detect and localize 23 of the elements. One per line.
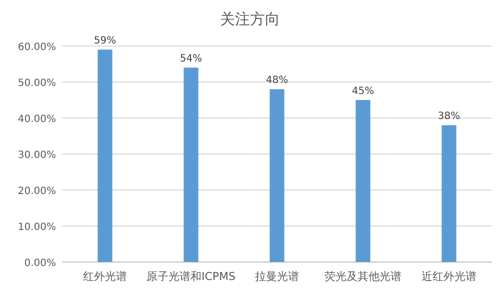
bar: [356, 100, 370, 262]
data-label: 48%: [266, 75, 288, 86]
y-tick-label: 20.00%: [18, 186, 56, 197]
y-tick-label: 30.00%: [18, 150, 56, 161]
y-tick-label: 0.00%: [24, 258, 56, 269]
x-tick-label: 近红外光谱: [422, 270, 476, 283]
data-label: 54%: [180, 54, 202, 65]
data-label: 59%: [94, 36, 116, 47]
x-tick-label: 红外光谱: [83, 270, 127, 283]
y-tick-label: 60.00%: [18, 42, 56, 53]
y-tick-label: 10.00%: [18, 222, 56, 233]
data-label: 45%: [352, 86, 374, 97]
bar: [98, 50, 112, 262]
data-label: 38%: [438, 111, 460, 122]
bar: [270, 89, 284, 262]
x-tick-label: 原子光谱和ICPMS: [146, 270, 236, 283]
bar: [442, 125, 456, 262]
x-tick-label: 拉曼光谱: [255, 270, 299, 283]
y-tick-label: 40.00%: [18, 114, 56, 125]
chart-title: 关注方向: [220, 10, 280, 28]
bar: [184, 68, 198, 262]
x-tick-label: 荧光及其他光谱: [324, 270, 402, 283]
y-tick-label: 50.00%: [18, 78, 56, 89]
